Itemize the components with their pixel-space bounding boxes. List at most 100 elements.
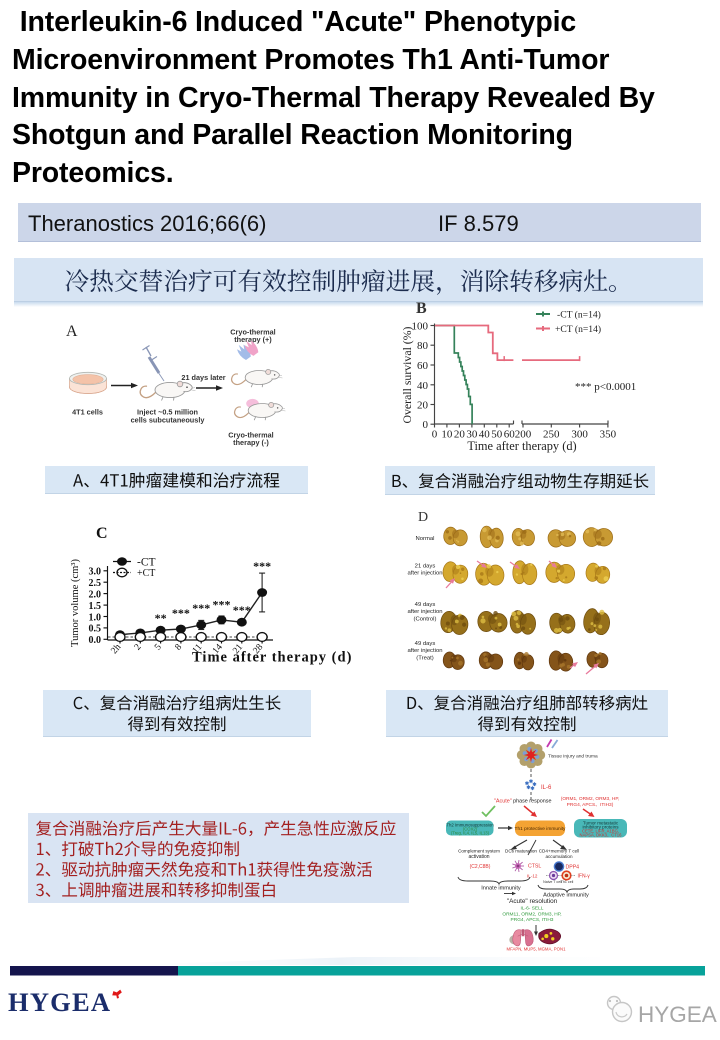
svg-text:accumulation: accumulation xyxy=(545,854,573,859)
svg-text:***: *** xyxy=(213,598,231,612)
svg-text:Adaptive immunity: Adaptive immunity xyxy=(543,893,589,899)
svg-text:***: *** xyxy=(172,606,190,620)
svg-text:CTSL: CTSL xyxy=(528,864,541,870)
svg-text:8: 8 xyxy=(173,642,184,652)
svg-text:Naive T cell: Naive T cell xyxy=(543,880,562,884)
svg-text:DCs maturation: DCs maturation xyxy=(505,849,537,854)
svg-text:3.0: 3.0 xyxy=(89,567,102,578)
svg-text:***: *** xyxy=(192,601,210,615)
svg-text:NAPSA, DKK3、CT16: NAPSA, DKK3、CT16 xyxy=(580,833,623,838)
svg-text:(Treg, IL4, IL5, IL13): (Treg, IL4, IL5, IL13) xyxy=(451,830,490,835)
svg-text:Inject ~0.5 million: Inject ~0.5 million xyxy=(137,407,198,416)
svg-text:49 days: 49 days xyxy=(415,641,436,647)
svg-text:A: A xyxy=(66,323,78,340)
svg-text:60: 60 xyxy=(504,429,516,441)
svg-text:***: *** xyxy=(233,603,251,617)
svg-text:+CT: +CT xyxy=(137,568,155,579)
svg-text:250: 250 xyxy=(543,429,560,441)
svg-text:"Acute" phase response: "Acute" phase response xyxy=(494,799,551,805)
svg-text:(Treat): (Treat) xyxy=(416,655,433,661)
svg-text:activation: activation xyxy=(468,854,489,860)
svg-text:4T1 cells: 4T1 cells xyxy=(72,408,103,417)
svg-text:*** p<0.0001: *** p<0.0001 xyxy=(575,381,636,393)
svg-text:CETE, LIFR, A1BG,: CETE, LIFR, A1BG, xyxy=(582,829,619,834)
svg-text:PRG4, APCS, ITIH3: PRG4, APCS, ITIH3 xyxy=(511,917,554,923)
svg-text:0: 0 xyxy=(432,429,438,441)
svg-text:cells subcutaneously: cells subcutaneously xyxy=(131,415,206,424)
svg-text:50: 50 xyxy=(491,429,503,441)
svg-text:IL-6- SELL: IL-6- SELL xyxy=(521,906,544,912)
svg-text:300: 300 xyxy=(571,429,588,441)
svg-text:Time after therapy (d): Time after therapy (d) xyxy=(192,650,352,666)
svg-text:***: *** xyxy=(253,559,271,573)
svg-text:2: 2 xyxy=(133,642,144,652)
svg-text:Tumor metastatic: Tumor metastatic xyxy=(583,821,619,826)
svg-text:20: 20 xyxy=(417,400,429,412)
svg-text:-CT: -CT xyxy=(137,557,156,569)
svg-text:C: C xyxy=(96,525,109,542)
svg-text:60: 60 xyxy=(417,360,429,372)
svg-text:10: 10 xyxy=(441,429,453,441)
svg-text:✱: ✱ xyxy=(530,786,535,792)
svg-text:Innate immunity: Innate immunity xyxy=(481,886,521,892)
svg-text:Complement system: Complement system xyxy=(458,849,500,854)
svg-text:after injection: after injection xyxy=(407,609,442,615)
svg-text:IFN-γ: IFN-γ xyxy=(578,874,591,880)
svg-text:"Acute" resolution: "Acute" resolution xyxy=(507,898,558,905)
svg-text:0.5: 0.5 xyxy=(89,624,102,635)
svg-text:40: 40 xyxy=(417,380,429,392)
svg-text:IL-6: IL-6 xyxy=(541,785,552,791)
svg-text:350: 350 xyxy=(600,429,617,441)
svg-text:inhibitory proteins: inhibitory proteins xyxy=(582,825,619,830)
svg-text:2.5: 2.5 xyxy=(89,578,102,589)
svg-text:+CT (n=14): +CT (n=14) xyxy=(555,324,601,335)
svg-text:(COX2): (COX2) xyxy=(463,827,478,832)
svg-text:Normal: Normal xyxy=(416,536,435,542)
svg-text:21 days: 21 days xyxy=(415,564,436,570)
svg-text:ORM11, ORM2, ORM3, HP,: ORM11, ORM2, ORM3, HP, xyxy=(502,911,561,917)
svg-text:21 days later: 21 days later xyxy=(181,373,225,382)
svg-text:D: D xyxy=(418,510,428,525)
svg-text:2.0: 2.0 xyxy=(89,589,102,600)
svg-text:HYGEA: HYGEA xyxy=(8,987,111,1017)
svg-text:CD4+memory T cell: CD4+memory T cell xyxy=(539,849,580,854)
svg-text:100: 100 xyxy=(412,321,429,333)
svg-text:Th2 Immunosuppression: Th2 Immunosuppression xyxy=(446,823,494,828)
svg-text:Tumor volume (cm³): Tumor volume (cm³) xyxy=(70,559,81,647)
svg-text:30: 30 xyxy=(466,429,478,441)
svg-text:✱: ✱ xyxy=(525,781,530,787)
svg-text:MFAPN, MUP5, MGMA, PON1: MFAPN, MUP5, MGMA, PON1 xyxy=(507,947,567,952)
svg-text:0.0: 0.0 xyxy=(89,635,102,646)
svg-text:(C2,C8B): (C2,C8B) xyxy=(470,864,491,870)
svg-text:therapy (-): therapy (-) xyxy=(233,438,269,447)
svg-text:49 days: 49 days xyxy=(415,602,436,608)
svg-text:Th1 protective immunity: Th1 protective immunity xyxy=(515,826,567,832)
svg-text:✱: ✱ xyxy=(529,779,534,785)
svg-text:20: 20 xyxy=(454,429,466,441)
svg-text:✱: ✱ xyxy=(526,785,531,791)
svg-text:200: 200 xyxy=(515,429,532,441)
svg-text:-CT (n=14): -CT (n=14) xyxy=(557,310,601,321)
svg-text:(ORM1, ORM2, ORM3, HP,: (ORM1, ORM2, ORM3, HP, xyxy=(561,796,620,802)
svg-text:Time after therapy (d): Time after therapy (d) xyxy=(467,439,576,453)
svg-text:after injection: after injection xyxy=(407,648,442,654)
svg-text:40: 40 xyxy=(479,429,491,441)
svg-text:PRG4, APCS、ITIH3): PRG4, APCS、ITIH3) xyxy=(567,802,614,808)
svg-text:Cryo-thermal: Cryo-thermal xyxy=(230,328,275,337)
svg-text:Overall survival (%): Overall survival (%) xyxy=(400,326,414,423)
svg-text:therapy (+): therapy (+) xyxy=(234,335,272,344)
svg-text:DPP4: DPP4 xyxy=(566,865,580,871)
svg-text:1.5: 1.5 xyxy=(89,601,102,612)
svg-text:Th1 cell: Th1 cell xyxy=(561,880,574,884)
svg-text:0: 0 xyxy=(423,419,429,431)
svg-text:80: 80 xyxy=(417,340,429,352)
svg-text:✱: ✱ xyxy=(532,782,537,788)
svg-text:IL-12: IL-12 xyxy=(527,873,538,878)
svg-text:HYGEA: HYGEA xyxy=(638,1002,717,1027)
svg-text:2h: 2h xyxy=(110,642,124,656)
svg-text:after injection: after injection xyxy=(407,571,442,577)
svg-text:B: B xyxy=(416,300,427,317)
svg-text:5: 5 xyxy=(153,642,164,652)
svg-text:1.0: 1.0 xyxy=(89,612,102,623)
svg-text:Cryo-thermal: Cryo-thermal xyxy=(228,431,273,440)
